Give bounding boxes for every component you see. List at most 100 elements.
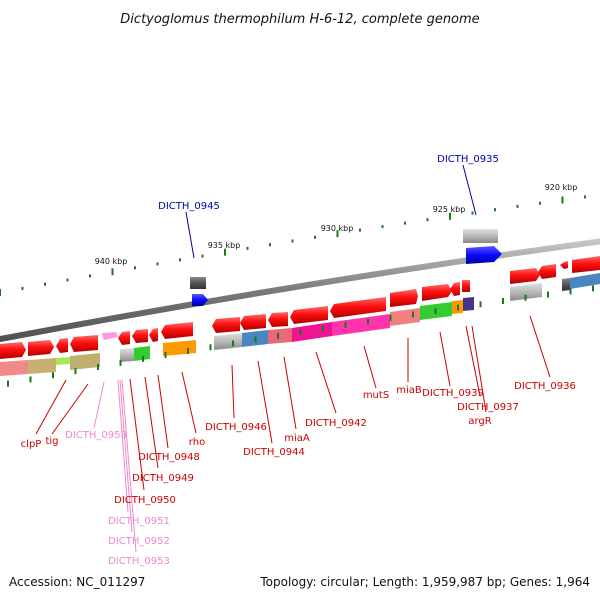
scale-tick	[156, 262, 159, 266]
gene-arrow[interactable]	[149, 328, 158, 342]
scale-tick	[404, 221, 406, 225]
gene-arrow[interactable]	[28, 340, 54, 356]
gene-label-DICTH_0950[interactable]: DICTH_0950	[114, 495, 176, 506]
gene-label-DICTH_0942[interactable]: DICTH_0942	[305, 418, 367, 429]
gene-label-DICTH_0953[interactable]: DICTH_0953	[108, 556, 170, 567]
scale-tick	[539, 201, 541, 205]
lower-tick	[344, 321, 347, 328]
gene-arrow[interactable]	[510, 268, 540, 284]
gene-label-rho[interactable]: rho	[189, 437, 205, 448]
gene-arrow[interactable]	[70, 335, 98, 352]
cog-bar[interactable]	[463, 297, 474, 311]
gene-label-miaA[interactable]: miaA	[284, 433, 310, 444]
scale-tick	[111, 268, 114, 276]
scale-tick	[561, 196, 564, 204]
cog-bar[interactable]	[56, 357, 70, 365]
gene-label-miaB[interactable]: miaB	[396, 385, 422, 396]
gene-label-DICTH_0958[interactable]: DICTH_0958	[65, 430, 127, 441]
cog-bar[interactable]	[163, 340, 196, 356]
gene-label-DICTH_0946[interactable]: DICTH_0946	[205, 422, 267, 433]
cog-bar[interactable]	[70, 353, 100, 370]
lower-tick	[457, 304, 459, 311]
accession-text: Accession: NC_011297	[9, 575, 145, 589]
gene-label-DICTH_0944[interactable]: DICTH_0944	[243, 447, 305, 458]
gene-arrow[interactable]	[290, 306, 328, 324]
gene-block-grey[interactable]	[463, 229, 498, 243]
gene-arrow[interactable]	[0, 342, 26, 359]
lower-tick	[524, 294, 527, 301]
scale-tick	[584, 195, 586, 199]
gene-label-DICTH_0945[interactable]: DICTH_0945	[158, 201, 220, 212]
lower-tick	[502, 298, 504, 304]
cog-bar[interactable]	[268, 328, 292, 344]
cog-bar[interactable]	[292, 322, 332, 342]
lower-tick	[277, 332, 279, 339]
gene-arrow[interactable]	[240, 314, 266, 330]
cog-bar[interactable]	[28, 358, 56, 374]
gene-block-dark[interactable]	[190, 277, 206, 289]
gene-label-DICTH_0948[interactable]: DICTH_0948	[138, 452, 200, 463]
gene-label-DICTH_0935[interactable]: DICTH_0935	[437, 154, 499, 165]
gene-arrow[interactable]	[132, 329, 148, 343]
gene-arrow[interactable]	[161, 322, 193, 339]
lower-tick	[52, 372, 54, 379]
lower-tick	[29, 376, 32, 383]
cog-bar[interactable]	[390, 308, 420, 326]
gene-arrow[interactable]	[422, 284, 452, 301]
cog-bar[interactable]	[214, 333, 242, 350]
scale-tick	[314, 235, 316, 239]
gene-label-DICTH_0937[interactable]: DICTH_0937	[457, 402, 519, 413]
bottom-tick-group	[7, 285, 594, 387]
scale-tick	[224, 248, 226, 256]
cog-bar[interactable]	[134, 346, 150, 361]
gene-label-clpP[interactable]: clpP	[21, 439, 42, 450]
gene-label-tig[interactable]: tig	[45, 436, 58, 447]
gene-arrow[interactable]	[212, 317, 240, 333]
scale-tick	[471, 211, 474, 215]
gene-arrow[interactable]	[572, 256, 600, 273]
rna-gene-DICTH_0945[interactable]	[192, 294, 208, 306]
lower-tick	[74, 368, 77, 375]
gene-label-DICTH_0952[interactable]: DICTH_0952	[108, 536, 170, 547]
cog-bar[interactable]	[562, 278, 570, 291]
gene-arrow[interactable]	[268, 312, 288, 327]
gene-arrow[interactable]	[462, 280, 470, 292]
lower-tick	[367, 318, 369, 325]
upper-features	[190, 229, 502, 306]
scale-tick	[291, 239, 294, 243]
gene-arrow[interactable]	[118, 331, 130, 345]
lower-tick	[569, 288, 572, 295]
gene-arrow-pink[interactable]	[102, 332, 118, 340]
gene-arrow[interactable]	[538, 264, 556, 279]
gene-label-mutS[interactable]: mutS	[363, 390, 389, 401]
cog-bar[interactable]	[510, 283, 542, 301]
gene-arrow[interactable]	[330, 297, 386, 318]
lower-tick	[547, 291, 549, 298]
gene-label-DICTH_0949[interactable]: DICTH_0949	[132, 473, 194, 484]
gene-label-DICTH_0936[interactable]: DICTH_0936	[514, 381, 576, 392]
gene-label-DICTH_0951[interactable]: DICTH_0951	[108, 516, 170, 527]
cog-bar[interactable]	[0, 360, 28, 376]
scale-labels: 940 kbp 935 kbp 930 kbp 925 kbp 920 kbp	[95, 183, 578, 266]
gene-label-DICTH_0939[interactable]: DICTH_0939	[422, 388, 484, 399]
rna-gene-DICTH_0935[interactable]	[466, 246, 502, 264]
scale-tick	[336, 230, 339, 238]
cog-bar[interactable]	[120, 348, 134, 362]
scale-label-920: 920 kbp	[545, 183, 578, 192]
gene-label-argR[interactable]: argR	[468, 416, 491, 427]
lower-tick	[322, 325, 324, 332]
scale-tick	[0, 289, 1, 297]
cog-bar[interactable]	[332, 314, 390, 336]
gene-arrow[interactable]	[56, 338, 68, 353]
genome-backbone	[0, 238, 600, 343]
gene-arrow[interactable]	[390, 289, 418, 307]
lower-tick	[389, 314, 392, 321]
gene-arrow[interactable]	[560, 261, 568, 269]
lower-tick	[164, 352, 167, 358]
cog-bar[interactable]	[570, 273, 600, 289]
gene-arrow[interactable]	[450, 282, 460, 296]
scale-tick	[89, 274, 91, 278]
scale-tick	[134, 266, 136, 270]
